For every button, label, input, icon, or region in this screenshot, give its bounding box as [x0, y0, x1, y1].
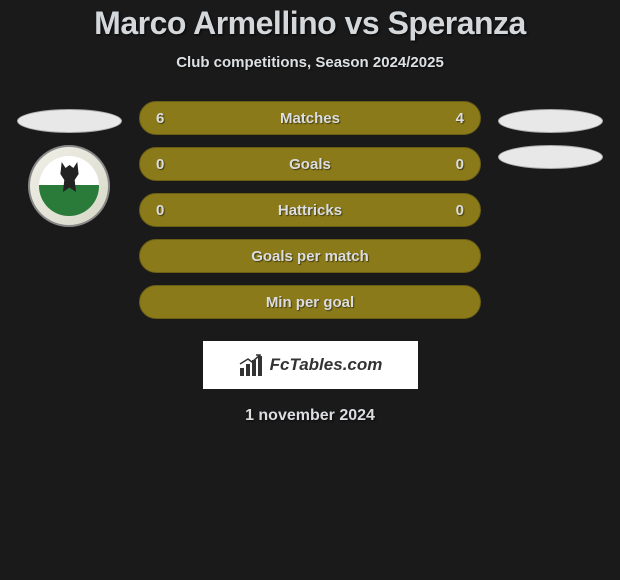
stat-right-value: 0	[446, 156, 464, 173]
comparison-body: 6 Matches 4 0 Goals 0 0 Hattricks 0 Goal…	[0, 101, 620, 319]
stat-row-hattricks: 0 Hattricks 0	[139, 193, 481, 227]
club-badge-inner	[39, 156, 99, 216]
chart-icon	[238, 354, 264, 376]
brand-badge[interactable]: FcTables.com	[203, 341, 418, 389]
arrow-up-icon	[238, 354, 262, 366]
stat-label: Hattricks	[278, 202, 342, 219]
stat-row-matches: 6 Matches 4	[139, 101, 481, 135]
wolf-icon	[56, 162, 82, 192]
player-photo-placeholder	[17, 109, 122, 133]
stat-right-value: 0	[446, 202, 464, 219]
stat-left-value: 0	[156, 156, 174, 173]
stat-rows: 6 Matches 4 0 Goals 0 0 Hattricks 0 Goal…	[139, 101, 481, 319]
left-player-column	[10, 101, 129, 227]
stat-row-min-per-goal: Min per goal	[139, 285, 481, 319]
page-subtitle: Club competitions, Season 2024/2025	[0, 54, 620, 71]
comparison-infographic: Marco Armellino vs Speranza Club competi…	[0, 0, 620, 425]
footer-date: 1 november 2024	[0, 407, 620, 425]
stat-label: Min per goal	[266, 294, 354, 311]
page-title: Marco Armellino vs Speranza	[0, 5, 620, 42]
right-player-column	[491, 101, 610, 169]
club-badge-icon	[28, 145, 110, 227]
stat-label: Goals	[289, 156, 331, 173]
stat-right-value: 4	[446, 110, 464, 127]
stat-label: Matches	[280, 110, 340, 127]
stat-row-goals: 0 Goals 0	[139, 147, 481, 181]
stat-left-value: 6	[156, 110, 174, 127]
player-photo-placeholder	[498, 109, 603, 133]
stat-left-value: 0	[156, 202, 174, 219]
brand-text: FcTables.com	[270, 355, 383, 375]
stat-row-goals-per-match: Goals per match	[139, 239, 481, 273]
club-photo-placeholder	[498, 145, 603, 169]
stat-label: Goals per match	[251, 248, 369, 265]
